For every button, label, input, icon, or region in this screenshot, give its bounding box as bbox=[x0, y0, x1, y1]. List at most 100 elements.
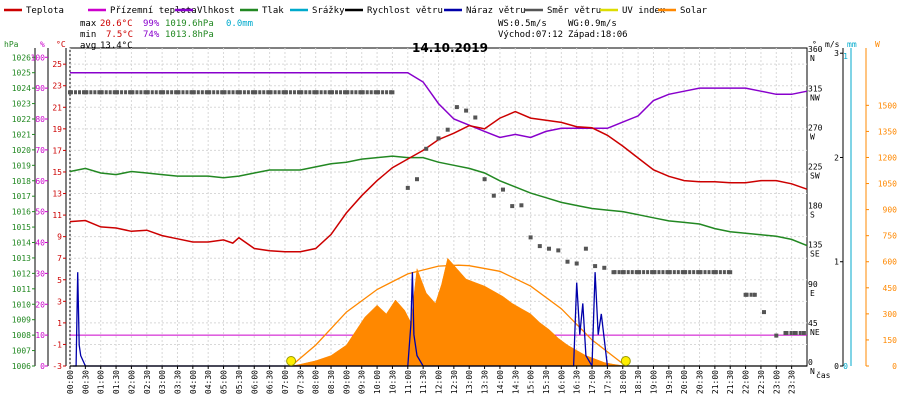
x-tick-38: 19:00 bbox=[649, 370, 658, 394]
x-tick-34: 17:00 bbox=[588, 370, 597, 394]
stat-max-label: max bbox=[80, 19, 97, 29]
dir-point-56 bbox=[774, 333, 779, 338]
sun-marker-1 bbox=[620, 356, 631, 366]
dir-point-43 bbox=[602, 265, 607, 270]
dir-label-4: S bbox=[810, 211, 815, 220]
speed-tick-3: 3 bbox=[834, 49, 839, 58]
stat-avg-temp: 13.4°C bbox=[100, 41, 133, 51]
dir-point-44 bbox=[611, 270, 616, 275]
dir-point-50 bbox=[697, 270, 702, 275]
pressure-tick-14: 1020 bbox=[12, 146, 31, 155]
dir-point-34 bbox=[519, 203, 524, 208]
x-tick-15: 07:30 bbox=[296, 370, 305, 394]
legend-label-4: Srážky bbox=[312, 6, 345, 16]
solar-tick-0: 0 bbox=[892, 362, 897, 371]
dir-point-8 bbox=[190, 90, 195, 95]
x-tick-8: 04:00 bbox=[189, 370, 198, 394]
pressure-tick-6: 1012 bbox=[12, 269, 31, 278]
solar-tick-4: 600 bbox=[883, 258, 898, 267]
stat-max-temp: 20.6°C bbox=[100, 19, 133, 29]
dir-point-36 bbox=[537, 244, 542, 249]
pressure-tick-9: 1015 bbox=[12, 223, 31, 232]
speed-unit: m/s bbox=[825, 40, 840, 49]
legend-label-3: Tlak bbox=[262, 6, 284, 16]
series-teplota bbox=[69, 110, 808, 253]
humidity-tick-6: 60 bbox=[35, 177, 45, 186]
dir-point-37 bbox=[547, 246, 551, 251]
x-tick-0: 00:00 bbox=[66, 370, 75, 394]
solar-tick-8: 1200 bbox=[878, 153, 897, 162]
dir-label-1: NE bbox=[810, 328, 820, 337]
x-tick-35: 17:30 bbox=[603, 370, 612, 394]
legend-label-6: Náraz větru bbox=[466, 6, 526, 16]
dir-point-2 bbox=[98, 90, 103, 95]
dir-tick-6: 270 bbox=[808, 123, 823, 132]
dir-point-57 bbox=[783, 331, 788, 335]
dir-point-41 bbox=[583, 246, 588, 251]
dir-label-2: E bbox=[810, 289, 815, 298]
humidity-tick-1: 10 bbox=[35, 331, 45, 340]
dir-point-29 bbox=[473, 115, 478, 120]
dir-point-40 bbox=[574, 261, 579, 266]
dir-point-19 bbox=[359, 90, 364, 95]
dir-point-33 bbox=[510, 204, 515, 209]
temp-tick-9: 15 bbox=[52, 168, 62, 177]
series-solar-max bbox=[290, 264, 627, 367]
dir-tick-4: 180 bbox=[808, 202, 823, 211]
temp-tick-2: 1 bbox=[57, 319, 62, 328]
x-tick-21: 10:30 bbox=[388, 370, 397, 394]
temp-tick-3: 3 bbox=[57, 297, 62, 306]
x-tick-25: 12:30 bbox=[450, 370, 459, 394]
dir-point-15 bbox=[298, 90, 303, 95]
x-tick-3: 01:30 bbox=[112, 370, 121, 394]
dir-point-32 bbox=[501, 187, 505, 192]
x-tick-40: 20:00 bbox=[680, 370, 689, 394]
x-tick-5: 02:30 bbox=[143, 370, 152, 394]
series-naraz bbox=[73, 272, 609, 369]
x-tick-12: 06:00 bbox=[250, 370, 259, 394]
dir-label-8: N bbox=[810, 54, 815, 63]
pressure-tick-5: 1011 bbox=[12, 285, 31, 294]
stat-wg: WG:0.9m/s bbox=[568, 19, 617, 29]
pressure-tick-13: 1019 bbox=[12, 161, 31, 170]
stat-rain: 0.0mm bbox=[226, 19, 253, 29]
pressure-tick-4: 1010 bbox=[12, 300, 31, 309]
dir-tick-8: 360 bbox=[808, 45, 823, 54]
dir-point-46 bbox=[636, 270, 641, 275]
temp-tick-0: -3 bbox=[52, 362, 62, 371]
temp-tick-8: 13 bbox=[52, 190, 62, 199]
temp-tick-7: 11 bbox=[52, 211, 62, 220]
dir-point-24 bbox=[424, 146, 429, 151]
series-solar bbox=[291, 257, 626, 367]
solar-tick-10: 1500 bbox=[878, 101, 897, 110]
solar-tick-6: 900 bbox=[883, 206, 898, 215]
dir-label-7: NW bbox=[810, 93, 820, 102]
sun-marker-0 bbox=[286, 356, 297, 366]
stat-max-press: 1019.6hPa bbox=[165, 19, 214, 29]
x-unit: čas bbox=[816, 370, 831, 380]
x-tick-23: 11:30 bbox=[419, 370, 428, 394]
pressure-tick-8: 1014 bbox=[12, 239, 31, 248]
solar-tick-5: 750 bbox=[883, 232, 898, 241]
x-tick-1: 00:30 bbox=[81, 370, 90, 394]
pressure-tick-18: 1024 bbox=[12, 84, 31, 93]
dir-point-10 bbox=[221, 90, 226, 95]
stat-max-hum: 99% bbox=[143, 19, 160, 29]
axes: 1006100710081009101010111012101310141015… bbox=[4, 40, 897, 394]
solar-tick-1: 150 bbox=[883, 336, 898, 345]
x-tick-9: 04:30 bbox=[204, 370, 213, 394]
speed-tick-1: 1 bbox=[834, 258, 839, 267]
dir-label-3: SE bbox=[810, 250, 820, 259]
pressure-tick-10: 1016 bbox=[12, 208, 31, 217]
pressure-unit: hPa bbox=[4, 40, 19, 49]
x-tick-13: 06:30 bbox=[266, 370, 275, 394]
pressure-tick-7: 1013 bbox=[12, 254, 31, 263]
dir-point-21 bbox=[390, 90, 395, 95]
dir-point-28 bbox=[464, 108, 469, 113]
pressure-tick-15: 1021 bbox=[12, 130, 31, 139]
x-tick-31: 15:30 bbox=[542, 370, 551, 394]
solar-unit: W bbox=[875, 40, 880, 49]
chart-title: 14.10.2019 bbox=[412, 41, 488, 55]
dir-label-0: N bbox=[810, 367, 815, 376]
